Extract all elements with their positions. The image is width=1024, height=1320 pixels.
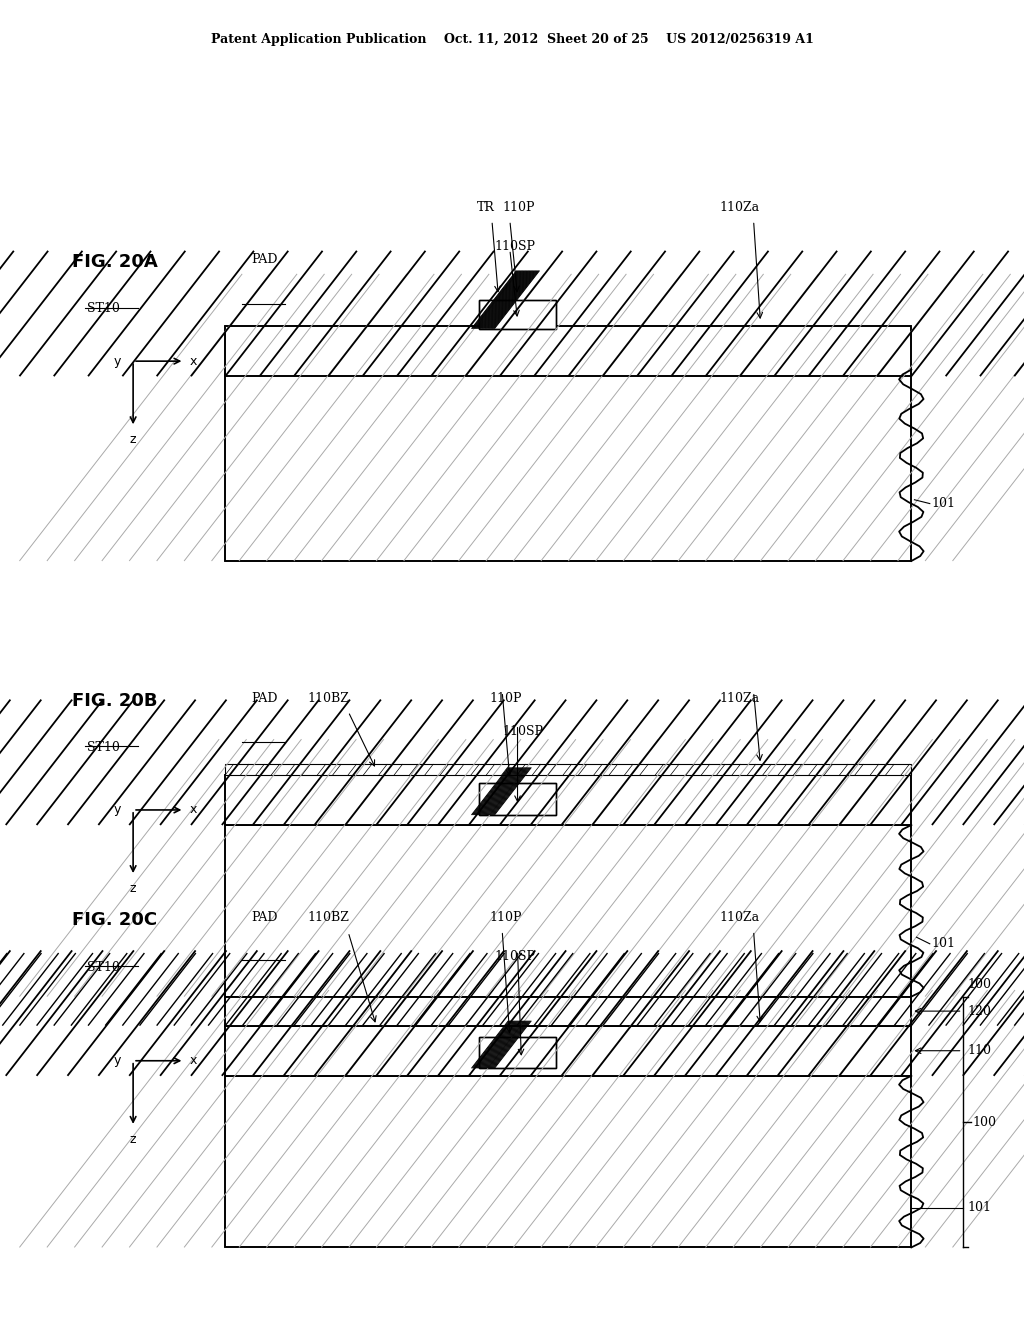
Text: 101: 101 bbox=[932, 937, 955, 950]
Text: 101: 101 bbox=[932, 498, 955, 510]
Bar bbox=[225, 1026, 911, 1076]
Bar bbox=[479, 1036, 556, 1068]
Text: 110Za: 110Za bbox=[719, 201, 760, 214]
Text: PAD: PAD bbox=[251, 692, 278, 705]
Bar bbox=[225, 1076, 911, 1247]
Text: z: z bbox=[130, 433, 136, 446]
Bar bbox=[225, 1076, 911, 1247]
Bar bbox=[479, 783, 556, 814]
Bar bbox=[225, 997, 911, 1026]
Text: ST10: ST10 bbox=[87, 741, 120, 754]
Bar bbox=[225, 997, 911, 1026]
Text: 110BZ: 110BZ bbox=[307, 692, 349, 705]
Bar bbox=[225, 775, 911, 825]
Text: ST10: ST10 bbox=[87, 302, 120, 315]
Text: 110P: 110P bbox=[489, 911, 522, 924]
Text: z: z bbox=[130, 882, 136, 895]
Bar bbox=[225, 764, 911, 775]
Text: y: y bbox=[114, 1055, 121, 1068]
Text: 110: 110 bbox=[968, 1044, 991, 1057]
Bar bbox=[225, 775, 911, 825]
Bar bbox=[225, 370, 911, 561]
Text: FIG. 20A: FIG. 20A bbox=[72, 253, 158, 272]
Text: FIG. 20C: FIG. 20C bbox=[72, 911, 157, 929]
Text: TR: TR bbox=[476, 201, 495, 214]
Text: 110BZ: 110BZ bbox=[307, 911, 349, 924]
Text: y: y bbox=[114, 355, 121, 368]
Bar bbox=[225, 825, 911, 997]
Text: 110SP: 110SP bbox=[495, 240, 536, 253]
Text: 110SP: 110SP bbox=[495, 950, 536, 964]
Bar bbox=[479, 300, 556, 329]
Text: x: x bbox=[189, 804, 197, 817]
Bar bbox=[225, 1026, 911, 1076]
Bar bbox=[479, 1036, 556, 1068]
Text: 110Za: 110Za bbox=[719, 692, 760, 705]
Text: PAD: PAD bbox=[251, 253, 278, 267]
Text: 101: 101 bbox=[968, 1201, 991, 1214]
Text: ST10: ST10 bbox=[87, 961, 120, 974]
Text: 110P: 110P bbox=[502, 201, 535, 214]
Bar bbox=[225, 370, 911, 561]
Text: x: x bbox=[189, 1055, 197, 1068]
Bar bbox=[225, 326, 911, 376]
Text: 110Za: 110Za bbox=[719, 911, 760, 924]
Text: PAD: PAD bbox=[251, 911, 278, 924]
Text: z: z bbox=[130, 1133, 136, 1146]
Text: 110SP: 110SP bbox=[502, 725, 543, 738]
Text: 110P: 110P bbox=[489, 692, 522, 705]
Text: y: y bbox=[114, 804, 121, 817]
Bar bbox=[225, 825, 911, 997]
Text: x: x bbox=[189, 355, 197, 368]
Text: 100: 100 bbox=[973, 1115, 996, 1129]
Text: FIG. 20B: FIG. 20B bbox=[72, 692, 157, 710]
Bar bbox=[479, 783, 556, 814]
Bar bbox=[479, 300, 556, 329]
Text: 120: 120 bbox=[968, 1005, 991, 1018]
Text: 100: 100 bbox=[968, 978, 991, 991]
Bar bbox=[225, 326, 911, 376]
Text: Patent Application Publication    Oct. 11, 2012  Sheet 20 of 25    US 2012/02563: Patent Application Publication Oct. 11, … bbox=[211, 33, 813, 46]
